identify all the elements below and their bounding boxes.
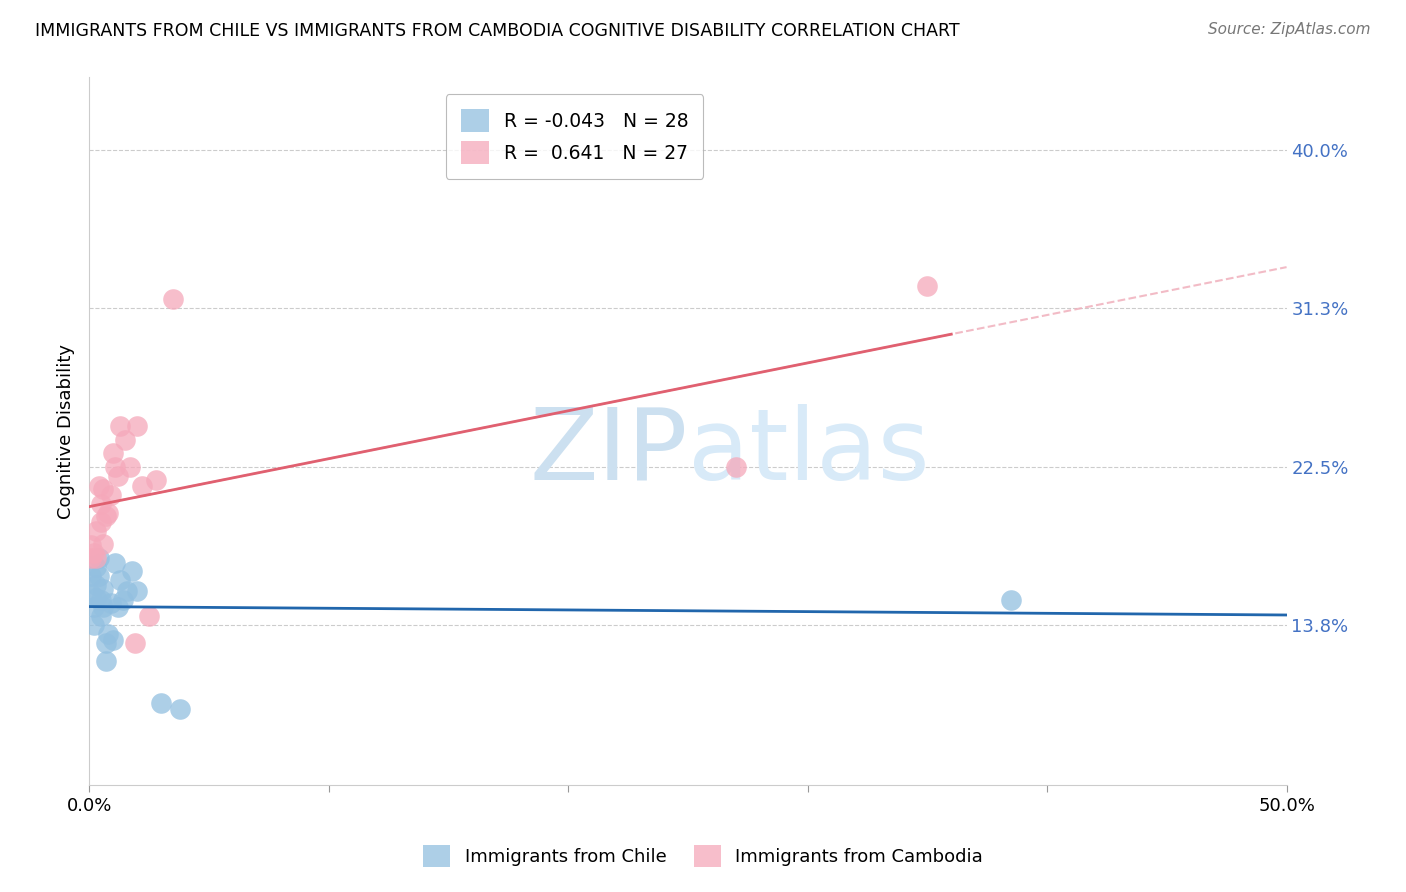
Point: [124, 636, 146, 650]
Point: [162, 292, 184, 306]
Point: [94, 636, 117, 650]
Point: [83, 600, 105, 615]
Point: [87, 478, 110, 492]
Point: [107, 600, 129, 615]
Y-axis label: Cognitive Disability: Cognitive Disability: [58, 343, 75, 518]
Point: [90, 515, 112, 529]
Point: [104, 557, 127, 571]
Point: [93, 600, 115, 615]
Point: [1000, 592, 1022, 607]
Point: [80, 538, 103, 552]
Point: [100, 487, 122, 501]
Point: [169, 701, 191, 715]
Point: [93, 582, 115, 596]
Point: [917, 279, 939, 293]
Point: [80, 551, 103, 566]
Point: [100, 596, 122, 610]
Legend: Immigrants from Chile, Immigrants from Cambodia: Immigrants from Chile, Immigrants from C…: [416, 838, 990, 874]
Point: [101, 632, 124, 647]
Text: ZIP: ZIP: [530, 404, 688, 500]
Point: [724, 460, 747, 475]
Point: [90, 609, 112, 624]
Text: atlas: atlas: [688, 404, 929, 500]
Point: [108, 418, 131, 433]
Point: [84, 560, 107, 574]
Point: [125, 583, 148, 598]
Point: [149, 696, 172, 710]
Point: [138, 609, 160, 624]
Point: [80, 587, 103, 601]
Point: [125, 418, 148, 433]
Point: [108, 573, 131, 587]
Point: [83, 618, 105, 632]
Point: [121, 564, 143, 578]
Point: [111, 592, 134, 607]
Point: [97, 506, 120, 520]
Legend: R = -0.043   N = 28, R =  0.641   N = 27: R = -0.043 N = 28, R = 0.641 N = 27: [446, 94, 703, 179]
Point: [87, 551, 110, 566]
Point: [94, 509, 117, 524]
Point: [131, 478, 153, 492]
Point: [145, 473, 167, 487]
Point: [94, 655, 117, 669]
Text: Source: ZipAtlas.com: Source: ZipAtlas.com: [1208, 22, 1371, 37]
Point: [117, 583, 139, 598]
Point: [101, 446, 124, 460]
Point: [84, 578, 107, 592]
Point: [80, 569, 103, 583]
Point: [93, 536, 115, 550]
Point: [90, 592, 112, 607]
Point: [84, 591, 107, 605]
Point: [107, 469, 129, 483]
Point: [84, 551, 107, 566]
Point: [84, 524, 107, 538]
Point: [87, 569, 110, 583]
Point: [97, 627, 120, 641]
Point: [93, 482, 115, 496]
Text: IMMIGRANTS FROM CHILE VS IMMIGRANTS FROM CAMBODIA COGNITIVE DISABILITY CORRELATI: IMMIGRANTS FROM CHILE VS IMMIGRANTS FROM…: [35, 22, 960, 40]
Point: [114, 433, 136, 447]
Point: [104, 460, 127, 475]
Point: [90, 497, 112, 511]
Point: [118, 460, 141, 475]
Point: [83, 546, 105, 560]
